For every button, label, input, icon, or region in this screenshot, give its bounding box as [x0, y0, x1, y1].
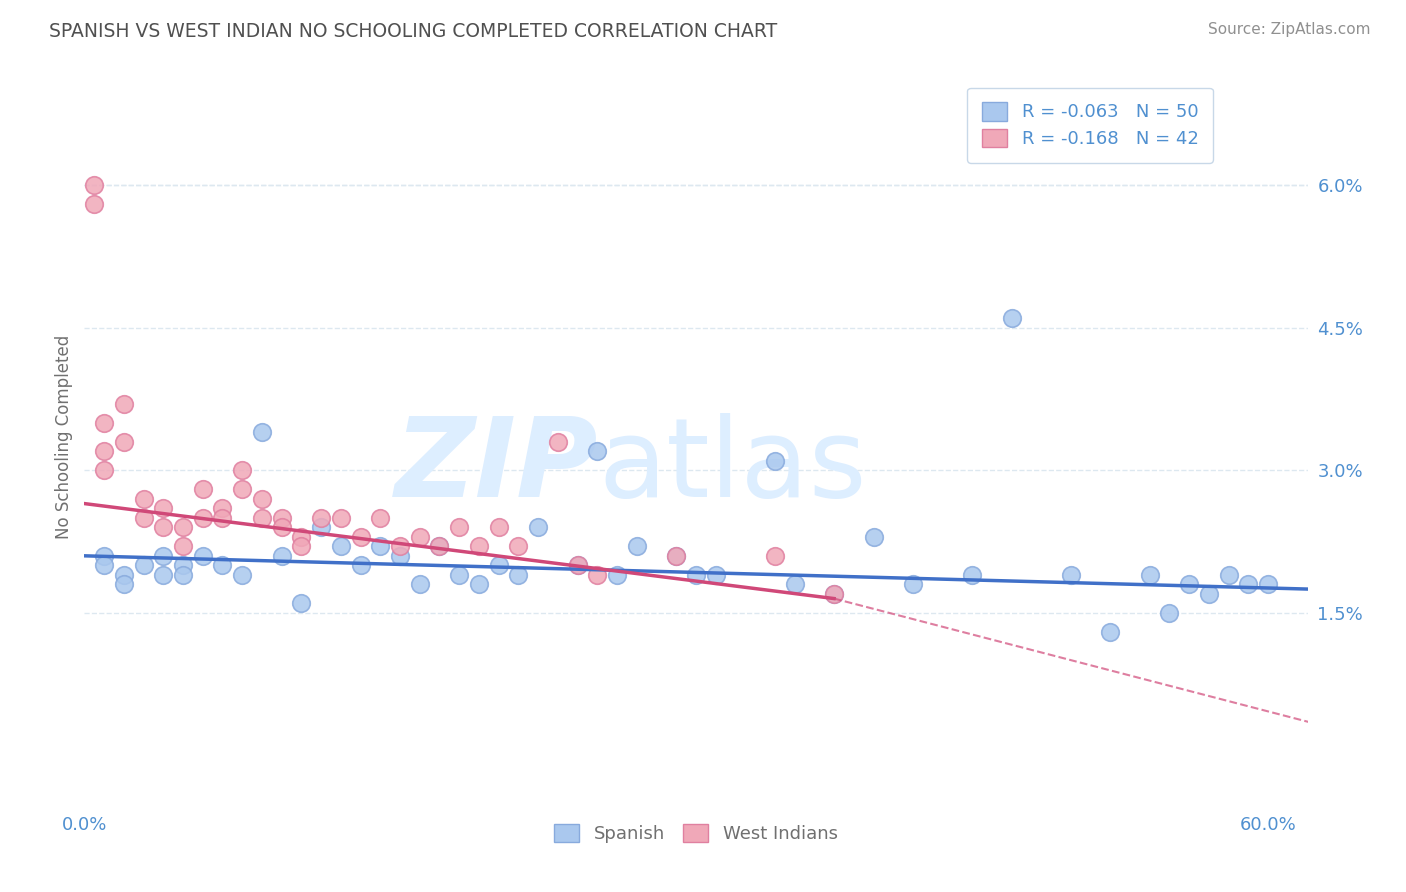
Point — [429, 539, 451, 553]
Point — [93, 549, 115, 563]
Legend: Spanish, West Indians: Spanish, West Indians — [546, 815, 846, 852]
Point — [329, 511, 352, 525]
Point — [1139, 567, 1161, 582]
Point — [83, 178, 105, 193]
Point — [93, 444, 115, 458]
Point — [290, 596, 312, 610]
Point — [389, 549, 412, 563]
Point — [309, 520, 332, 534]
Point — [567, 558, 589, 573]
Point — [250, 491, 273, 506]
Point — [626, 539, 648, 553]
Point — [112, 434, 135, 449]
Point — [862, 530, 884, 544]
Point — [172, 558, 194, 573]
Point — [152, 567, 174, 582]
Point — [172, 539, 194, 553]
Point — [368, 511, 391, 525]
Point — [1001, 311, 1024, 326]
Point — [468, 539, 491, 553]
Point — [1099, 624, 1122, 639]
Point — [152, 549, 174, 563]
Point — [488, 520, 510, 534]
Point — [449, 567, 471, 582]
Point — [290, 530, 312, 544]
Point — [586, 567, 609, 582]
Point — [270, 520, 292, 534]
Point — [231, 483, 253, 497]
Point — [231, 463, 253, 477]
Point — [567, 558, 589, 573]
Point — [172, 520, 194, 534]
Point — [508, 567, 530, 582]
Point — [960, 567, 983, 582]
Point — [83, 197, 105, 211]
Point — [586, 444, 609, 458]
Point — [152, 501, 174, 516]
Point — [93, 558, 115, 573]
Point — [309, 511, 332, 525]
Text: atlas: atlas — [598, 413, 866, 520]
Point — [368, 539, 391, 553]
Text: SPANISH VS WEST INDIAN NO SCHOOLING COMPLETED CORRELATION CHART: SPANISH VS WEST INDIAN NO SCHOOLING COMP… — [49, 22, 778, 41]
Point — [250, 511, 273, 525]
Point — [211, 501, 233, 516]
Point — [349, 558, 371, 573]
Y-axis label: No Schooling Completed: No Schooling Completed — [55, 335, 73, 539]
Point — [250, 425, 273, 440]
Point — [191, 483, 214, 497]
Point — [508, 539, 530, 553]
Point — [704, 567, 727, 582]
Point — [1159, 606, 1181, 620]
Point — [547, 434, 569, 449]
Point — [1060, 567, 1083, 582]
Point — [685, 567, 707, 582]
Point — [191, 511, 214, 525]
Point — [132, 558, 155, 573]
Point — [488, 558, 510, 573]
Point — [429, 539, 451, 553]
Point — [1178, 577, 1201, 591]
Point — [112, 397, 135, 411]
Point — [823, 587, 845, 601]
Point — [211, 511, 233, 525]
Point — [132, 491, 155, 506]
Point — [901, 577, 924, 591]
Point — [527, 520, 550, 534]
Point — [270, 511, 292, 525]
Point — [763, 454, 786, 468]
Point — [231, 567, 253, 582]
Point — [1237, 577, 1260, 591]
Point — [1198, 587, 1220, 601]
Point — [1257, 577, 1279, 591]
Point — [132, 511, 155, 525]
Point — [449, 520, 471, 534]
Point — [468, 577, 491, 591]
Point — [665, 549, 688, 563]
Point — [606, 567, 628, 582]
Point — [270, 549, 292, 563]
Point — [112, 567, 135, 582]
Point — [112, 577, 135, 591]
Point — [211, 558, 233, 573]
Point — [1218, 567, 1240, 582]
Point — [349, 530, 371, 544]
Point — [329, 539, 352, 553]
Point — [93, 463, 115, 477]
Text: Source: ZipAtlas.com: Source: ZipAtlas.com — [1208, 22, 1371, 37]
Point — [389, 539, 412, 553]
Text: ZIP: ZIP — [395, 413, 598, 520]
Point — [172, 567, 194, 582]
Point — [783, 577, 806, 591]
Point — [823, 587, 845, 601]
Point — [191, 549, 214, 563]
Point — [93, 416, 115, 430]
Point — [152, 520, 174, 534]
Point — [290, 539, 312, 553]
Point — [409, 530, 432, 544]
Point — [763, 549, 786, 563]
Point — [409, 577, 432, 591]
Point — [665, 549, 688, 563]
